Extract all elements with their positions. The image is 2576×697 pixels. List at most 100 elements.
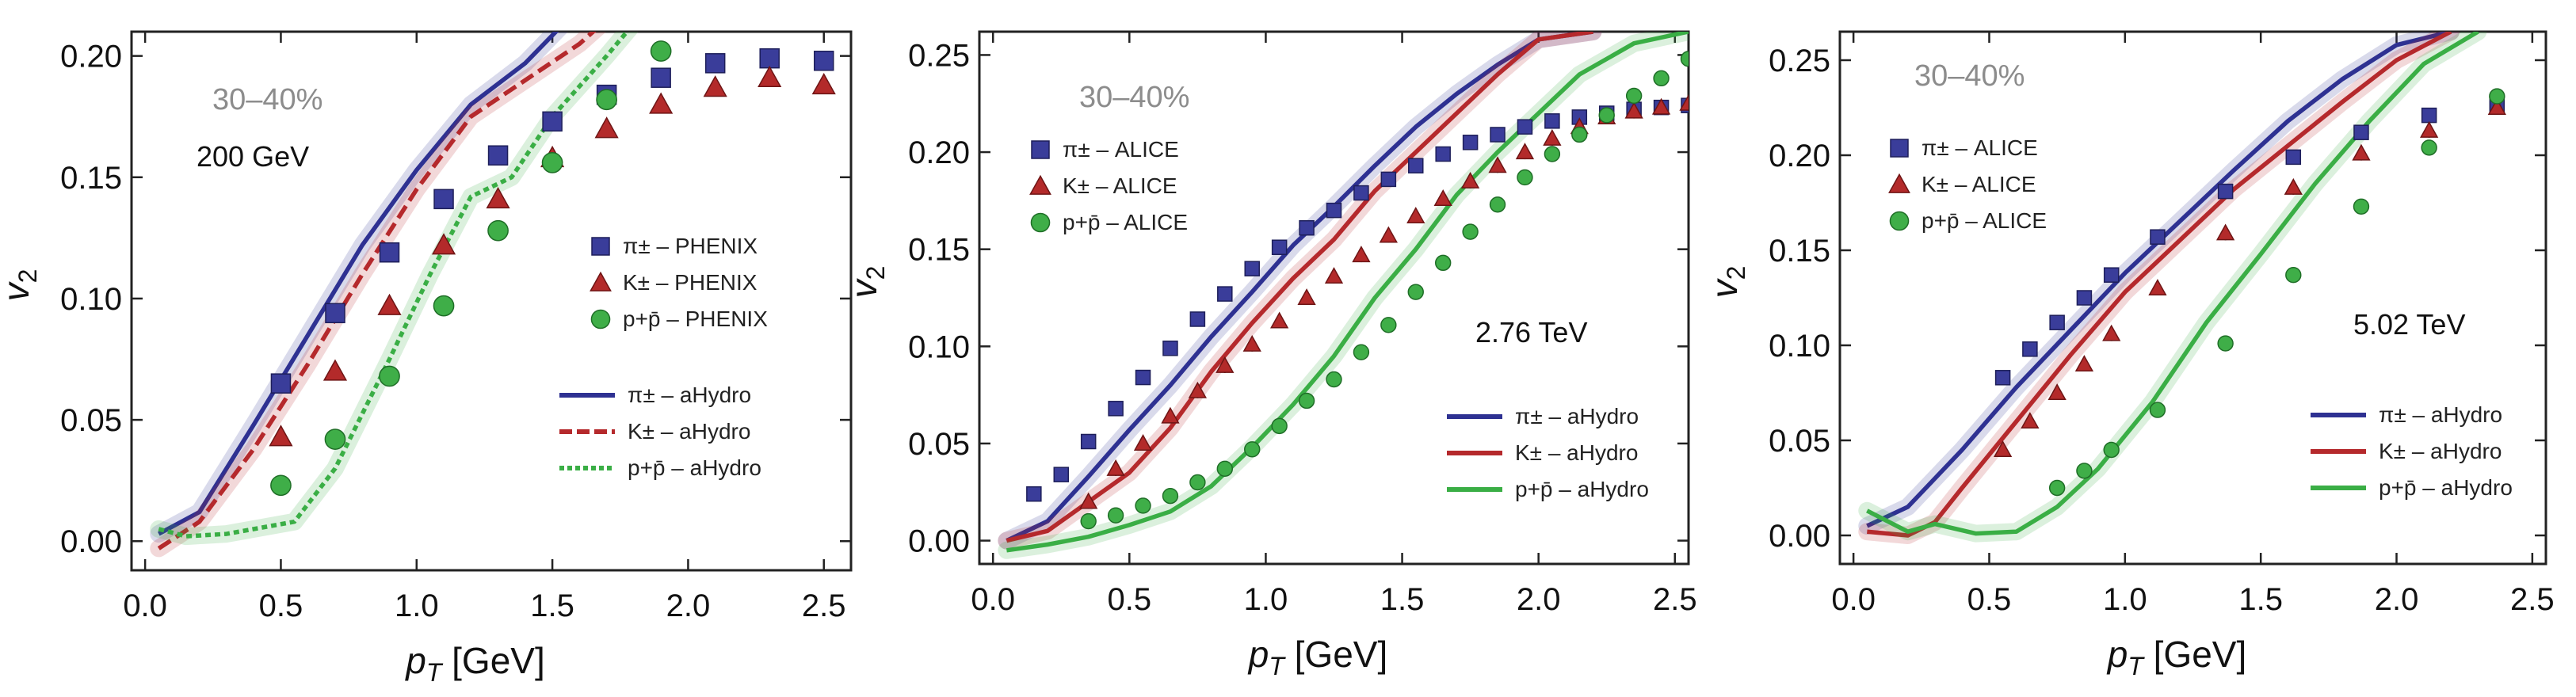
- data-point: [1460, 171, 1480, 189]
- legend-label: p+p̄ – ALICE: [1922, 208, 2047, 233]
- line-series-3: [158, 32, 630, 539]
- y-tick-label: 0.00: [1769, 519, 1830, 554]
- data-point: [2076, 463, 2093, 479]
- data-point: [1162, 487, 1179, 505]
- chart-panel-2: 0.0 0.5 1.0 1.5 2.0 2.5 0.00 0.05 0.10 0.15 0.20 0.…: [843, 30, 1697, 680]
- data-point: [1135, 369, 1151, 386]
- data-point: [2022, 341, 2038, 357]
- data-point: [703, 75, 727, 97]
- data-point: [1215, 356, 1235, 373]
- x-tick-label: 2.0: [666, 588, 711, 623]
- data-point: [1543, 128, 1562, 146]
- legend-marker: [1890, 139, 1909, 158]
- data-point: [1188, 381, 1208, 398]
- x-axis-title: pT [GeV]: [2106, 634, 2247, 680]
- data-point: [2148, 279, 2167, 296]
- x-tick-label: 1.0: [395, 588, 439, 623]
- data-point: [1242, 334, 1261, 352]
- marker-series-1: [270, 48, 834, 394]
- x-tick-label: 0.5: [1108, 582, 1152, 617]
- y-tick-label: 0.15: [60, 161, 122, 196]
- data-point: [813, 51, 834, 71]
- data-point: [1462, 135, 1479, 150]
- data-point: [1324, 267, 1344, 284]
- data-point: [1680, 51, 1689, 67]
- legend-label: π± – PHENIX: [623, 234, 758, 258]
- energy-label: 5.02 TeV: [2353, 308, 2465, 341]
- marker-series-1: [1994, 97, 2505, 386]
- x-tick-label: 0.5: [259, 588, 303, 623]
- line-series-2: [1006, 32, 1593, 543]
- data-point: [2102, 324, 2121, 341]
- x-tick-label: 0.5: [1967, 582, 2012, 617]
- legend-label: p+p̄ – aHydro: [628, 455, 761, 480]
- data-point: [1271, 239, 1288, 255]
- data-point: [2352, 143, 2371, 161]
- data-point: [1352, 246, 1371, 263]
- data-point: [758, 65, 782, 87]
- y-tick-label: 0.20: [60, 40, 122, 74]
- data-point: [1133, 434, 1153, 451]
- data-point: [2150, 229, 2166, 245]
- data-point: [1624, 101, 1643, 119]
- data-point: [2285, 149, 2302, 166]
- data-point: [2489, 88, 2505, 105]
- y-tick-label: 0.05: [1769, 424, 1830, 459]
- data-point: [1408, 158, 1424, 173]
- y-tick-label: 0.15: [1769, 234, 1830, 269]
- data-point: [486, 187, 510, 209]
- data-point: [1106, 459, 1125, 476]
- data-point: [2353, 198, 2370, 215]
- data-point: [2421, 107, 2437, 124]
- data-point: [649, 92, 674, 114]
- legend-label: p+p̄ – ALICE: [1063, 210, 1188, 234]
- data-point: [2215, 223, 2235, 241]
- y-tick-label: 0.25: [908, 38, 970, 73]
- data-point: [379, 242, 400, 263]
- x-tick-label: 2.0: [1517, 582, 1561, 617]
- line-series-3: [1006, 32, 1689, 553]
- marker-series-2: [1079, 93, 1689, 509]
- plot-area: [1858, 32, 2506, 544]
- y-tick-label: 0.15: [908, 233, 970, 268]
- data-point: [1162, 341, 1178, 356]
- data-point: [1379, 226, 1398, 243]
- legend-label: K± – PHENIX: [623, 270, 758, 295]
- y-tick-label: 0.10: [908, 329, 970, 364]
- x-axis-title: pT [GeV]: [404, 640, 545, 687]
- data-point: [377, 293, 402, 315]
- x-tick-label: 0.0: [1831, 582, 1876, 617]
- chart-panel-3: 0.0 0.5 1.0 1.5 2.0 2.5 0.00 0.05 0.10 0.15 0.20 0.…: [1704, 30, 2555, 680]
- data-point: [1244, 441, 1261, 458]
- data-point: [1271, 417, 1288, 435]
- data-point: [2487, 98, 2506, 116]
- data-point: [704, 53, 726, 74]
- data-point: [1216, 460, 1234, 478]
- plot-area: [150, 32, 836, 558]
- data-point: [1353, 185, 1369, 201]
- y-tick-label: 0.10: [1769, 329, 1830, 364]
- data-point: [2420, 120, 2439, 138]
- plot-frame: [1838, 30, 2547, 566]
- data-point: [487, 145, 509, 166]
- data-point: [1544, 146, 1561, 162]
- data-point: [433, 189, 454, 210]
- data-point: [1189, 311, 1206, 327]
- legend-label: K± – ALICE: [1922, 172, 2036, 196]
- legend-label: π± – ALICE: [1922, 135, 2038, 160]
- x-tick-label: 2.5: [1653, 582, 1697, 617]
- legend-label: π± – ALICE: [1063, 137, 1179, 162]
- data-point: [1517, 169, 1533, 186]
- legend-label: π± – aHydro: [628, 383, 751, 407]
- data-point: [2076, 290, 2093, 306]
- y-tick-label: 0.00: [908, 524, 970, 559]
- legend-marker: [591, 237, 610, 256]
- legend-label: p+p̄ – aHydro: [2379, 475, 2513, 500]
- data-point: [1353, 344, 1370, 360]
- data-point: [1651, 97, 1671, 115]
- x-tick-label: 1.0: [1244, 582, 1288, 617]
- x-tick-label: 2.5: [2510, 582, 2555, 617]
- marker-series-3: [2048, 88, 2505, 497]
- data-point: [2021, 412, 2040, 429]
